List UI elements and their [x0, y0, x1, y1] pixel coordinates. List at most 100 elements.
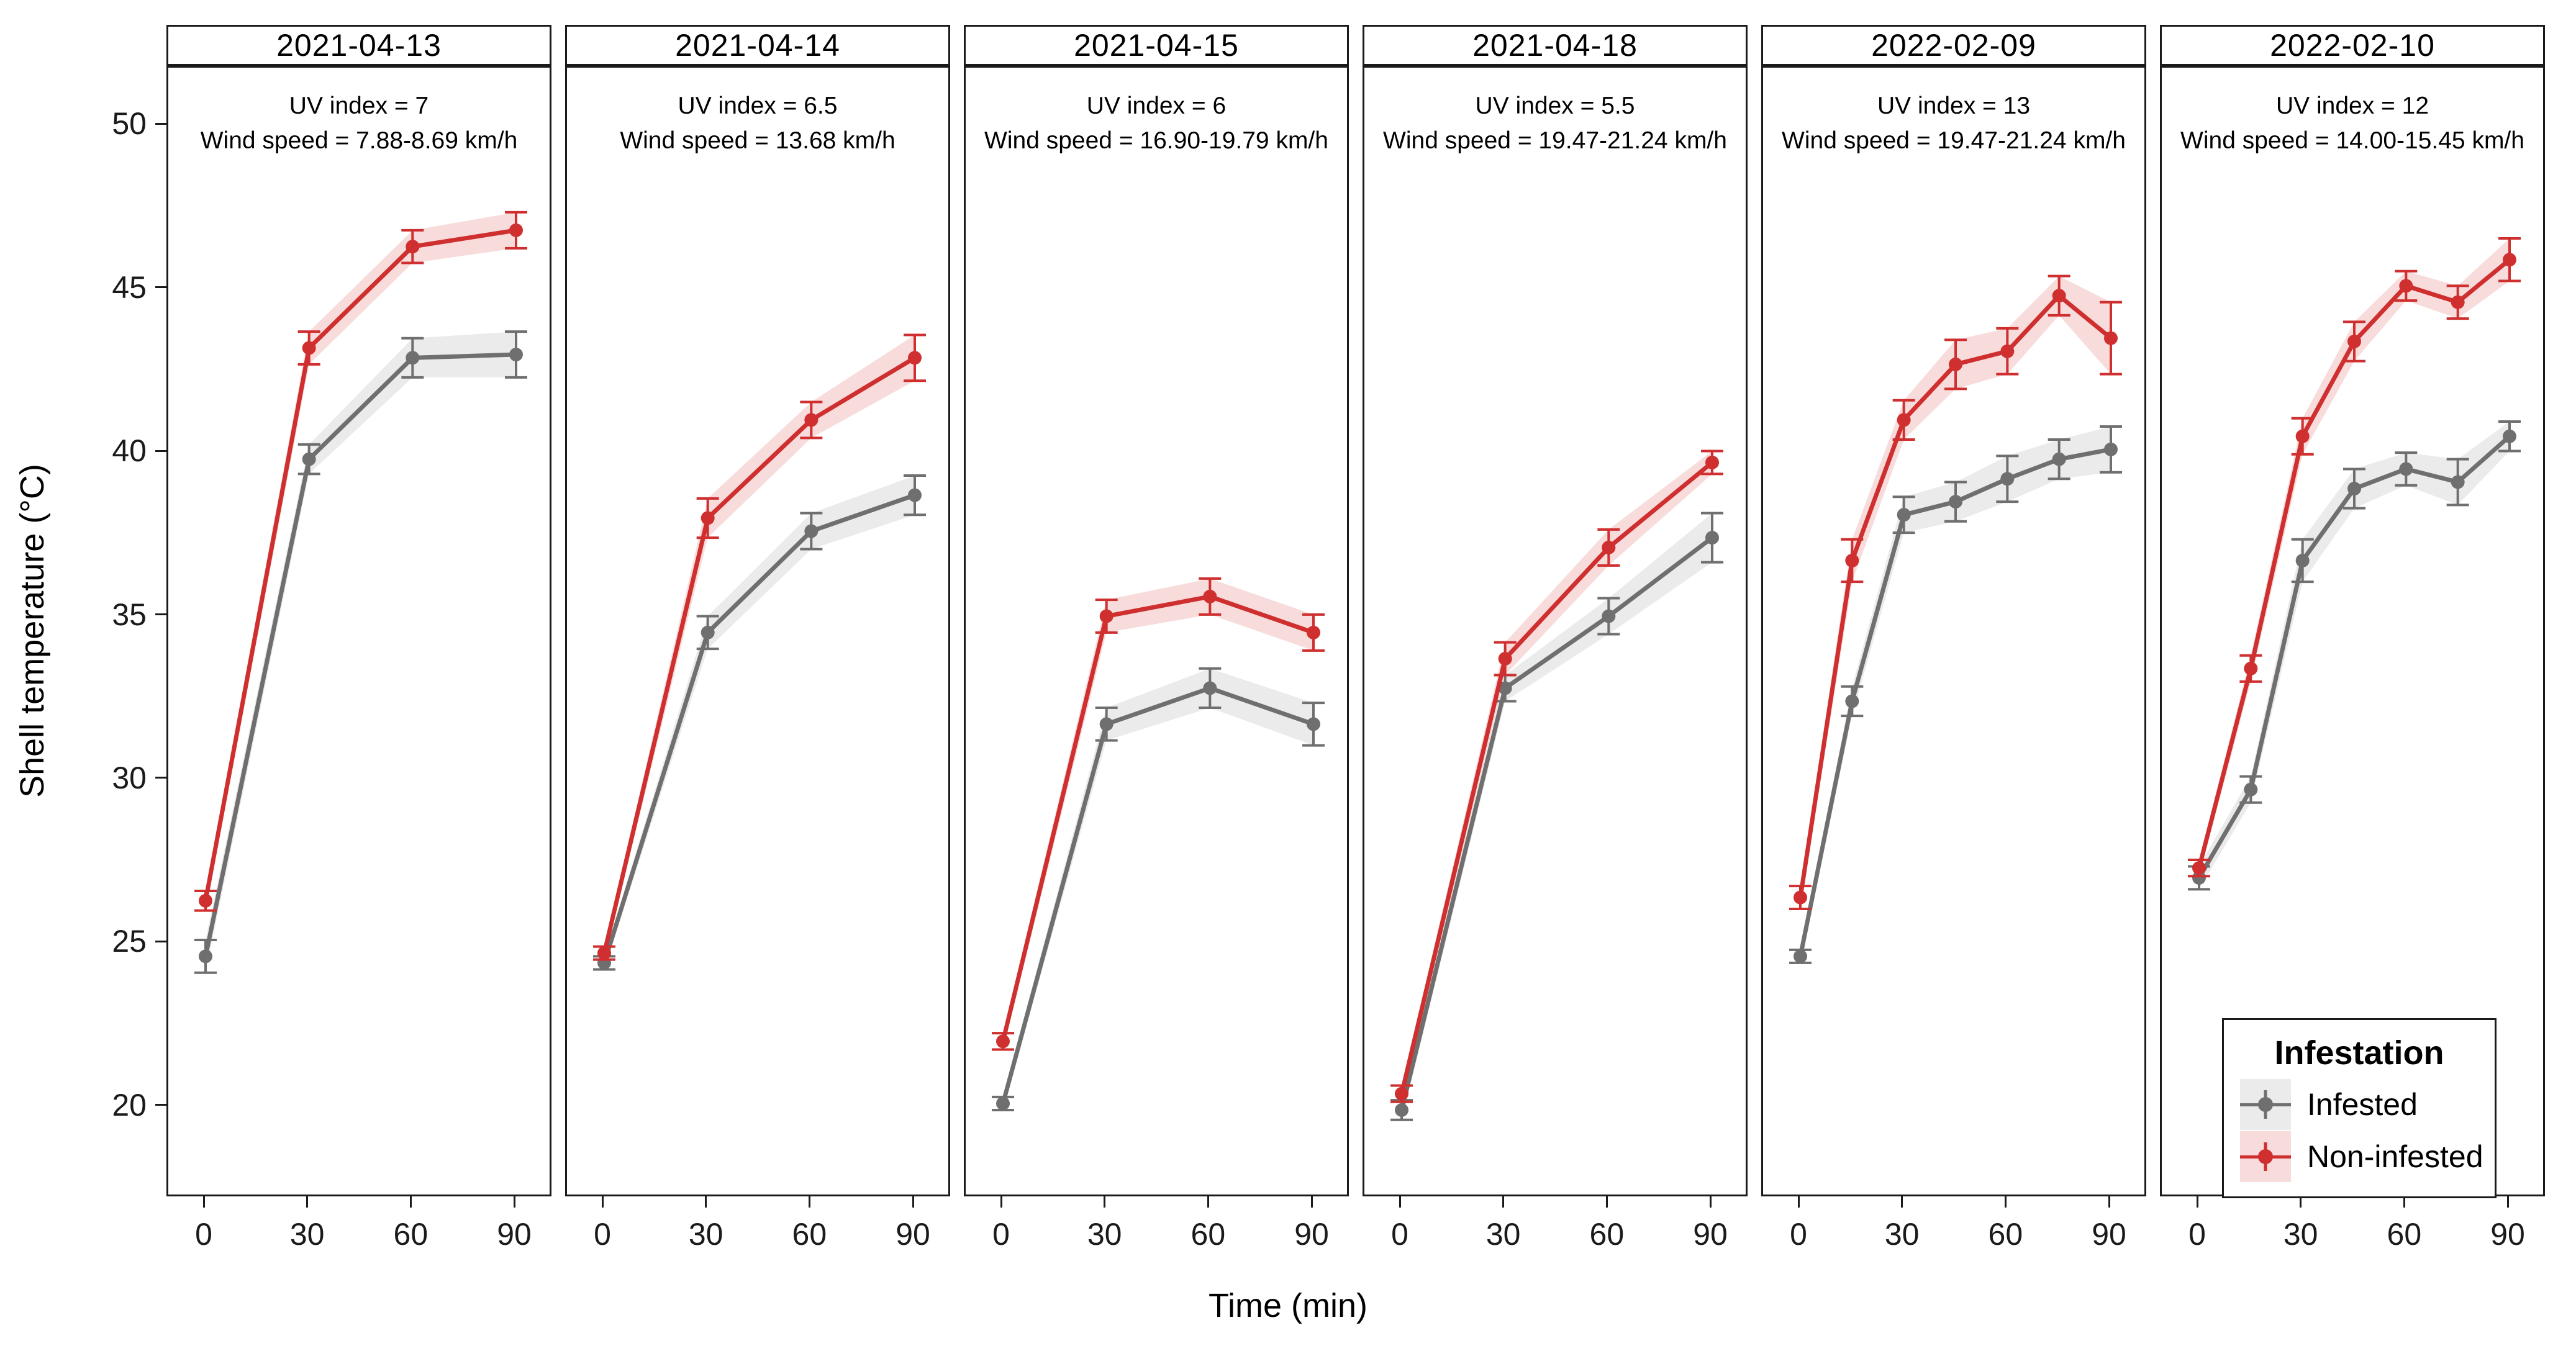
non_infested-point: [2347, 334, 2361, 348]
non_infested-point: [2244, 661, 2258, 675]
wind-speed-text: Wind speed = 14.00-15.45 km/h: [2180, 127, 2524, 154]
non_infested-point: [2295, 429, 2310, 443]
x-axis-tick-mark: [912, 1196, 914, 1208]
non_infested-ribbon: [604, 335, 915, 960]
x-axis-tick-mark: [1709, 1196, 1712, 1208]
non_infested-line: [1399, 461, 1714, 1095]
wind-speed-text: Wind speed = 19.47-21.24 km/h: [1782, 127, 2126, 154]
y-axis-tick-mark: [155, 613, 166, 615]
infested-point: [2104, 442, 2118, 456]
non_infested-point: [1498, 651, 1512, 666]
x-axis-tick-mark: [1310, 1196, 1313, 1208]
infested-point: [701, 625, 715, 639]
infested-ribbon: [604, 475, 915, 970]
non_infested-ribbon: [206, 212, 516, 911]
uv-index-text: UV index = 7: [289, 93, 429, 119]
x-axis-tick-label: 30: [688, 1217, 723, 1252]
infested-point: [2451, 475, 2465, 489]
non_infested-point: [1099, 609, 1113, 623]
x-axis-tick-label: 0: [1790, 1217, 1807, 1252]
x-axis-tick-label: 90: [2490, 1217, 2525, 1252]
facet-strip-date: 2021-04-15: [964, 25, 1349, 66]
panel-plot-area: [2188, 237, 2521, 891]
infested-point: [1794, 949, 1807, 964]
infested-point: [996, 1096, 1010, 1111]
x-axis-tick-label: 60: [1190, 1217, 1226, 1252]
x-axis-tick-mark: [202, 1196, 205, 1208]
infested-point: [1203, 681, 1217, 695]
non_infested-point: [1395, 1086, 1408, 1101]
facet-panel: UV index = 12 Wind speed = 14.00-15.45 km…: [2160, 66, 2545, 1196]
x-axis-tick-mark: [2506, 1196, 2509, 1208]
x-axis-tick-mark: [409, 1196, 412, 1208]
panel-annotation: UV index = 12 Wind speed = 14.00-15.45 km…: [2162, 89, 2543, 158]
x-axis-tick-label: 30: [1485, 1217, 1521, 1252]
non_infested-ribbon: [1003, 578, 1313, 1050]
x-axis-tick-label: 60: [2387, 1217, 2422, 1252]
infested-ribbon: [2199, 422, 2510, 890]
x-axis-tick-mark: [601, 1196, 604, 1208]
y-axis-tick-mark: [155, 1104, 166, 1106]
non_infested-point: [908, 351, 922, 365]
facet-panel: UV index = 7 Wind speed = 7.88-8.69 km/h: [166, 66, 551, 1196]
facet-strip-date: 2022-02-10: [2160, 25, 2545, 66]
uv-index-text: UV index = 6.5: [678, 93, 838, 119]
x-axis-tick-label: 30: [289, 1217, 325, 1252]
non_infested-point: [804, 413, 819, 427]
x-axis-title: Time (min): [1209, 1287, 1367, 1324]
non_infested-line: [1000, 594, 1315, 1042]
non_infested-line: [203, 228, 517, 901]
non_infested-point: [1705, 455, 1719, 469]
x-axis-tick-label: 30: [1087, 1217, 1122, 1252]
non_infested-point: [406, 240, 420, 254]
facet-strip-date: 2021-04-13: [166, 25, 551, 66]
infested-point: [406, 351, 420, 365]
wind-speed-text: Wind speed = 7.88-8.69 km/h: [200, 127, 518, 154]
x-axis-tick-label: 90: [1693, 1217, 1728, 1252]
y-axis-tick-label: 45: [112, 269, 147, 305]
x-axis-tick-mark: [306, 1196, 309, 1208]
uv-index-text: UV index = 6: [1086, 93, 1227, 119]
infested-point: [804, 524, 819, 538]
non_infested-point: [2399, 279, 2413, 293]
legend: Infestation Infested Non-infested: [2222, 1018, 2497, 1198]
x-axis-tick-label: 0: [1391, 1217, 1408, 1252]
infested-point: [1498, 681, 1512, 695]
y-axis-tick-mark: [155, 449, 166, 452]
legend-title: Infestation: [2274, 1034, 2444, 1072]
non_infested-point: [996, 1034, 1010, 1049]
x-axis-tick-mark: [2004, 1196, 2007, 1208]
x-axis-tick-label: 0: [594, 1217, 611, 1252]
legend-label-non-infested: Non-infested: [2307, 1139, 2483, 1174]
infested-line: [1000, 685, 1315, 1104]
x-axis-tick-label: 30: [1884, 1217, 1920, 1252]
x-axis-tick-mark: [1901, 1196, 1903, 1208]
infested-ribbon: [1003, 668, 1313, 1110]
infested-point: [1897, 508, 1911, 522]
x-axis-tick-mark: [1399, 1196, 1401, 1208]
uv-index-text: UV index = 5.5: [1475, 93, 1635, 119]
panel-plot-area: [593, 333, 926, 971]
infested-point: [1845, 694, 1859, 708]
infested-point: [509, 348, 523, 362]
x-axis-tick-label: 30: [2283, 1217, 2318, 1252]
infested-point: [2192, 870, 2206, 885]
x-axis-tick-mark: [1104, 1196, 1106, 1208]
infested-point: [1307, 717, 1320, 731]
infested-point: [908, 488, 922, 502]
panel-annotation: UV index = 13 Wind speed = 19.47-21.24 km…: [1763, 89, 2144, 158]
x-axis-tick-label: 0: [2188, 1217, 2206, 1252]
non_infested-point: [701, 511, 715, 525]
y-axis-tick-label: 40: [112, 433, 147, 469]
non_infested-point: [2000, 344, 2015, 358]
x-axis-tick-label: 90: [896, 1217, 930, 1252]
x-axis-tick-mark: [808, 1196, 810, 1208]
wind-speed-text: Wind speed = 16.90-19.79 km/h: [984, 127, 1328, 154]
y-axis-tick-label: 35: [112, 597, 147, 632]
x-axis-tick-mark: [1207, 1196, 1209, 1208]
panel-annotation: UV index = 5.5 Wind speed = 19.47-21.24 k…: [1364, 89, 1746, 158]
non_infested-point: [2104, 331, 2118, 345]
infested-key-icon: [2240, 1079, 2291, 1130]
facet-panel: UV index = 5.5 Wind speed = 19.47-21.24 k…: [1363, 66, 1748, 1196]
